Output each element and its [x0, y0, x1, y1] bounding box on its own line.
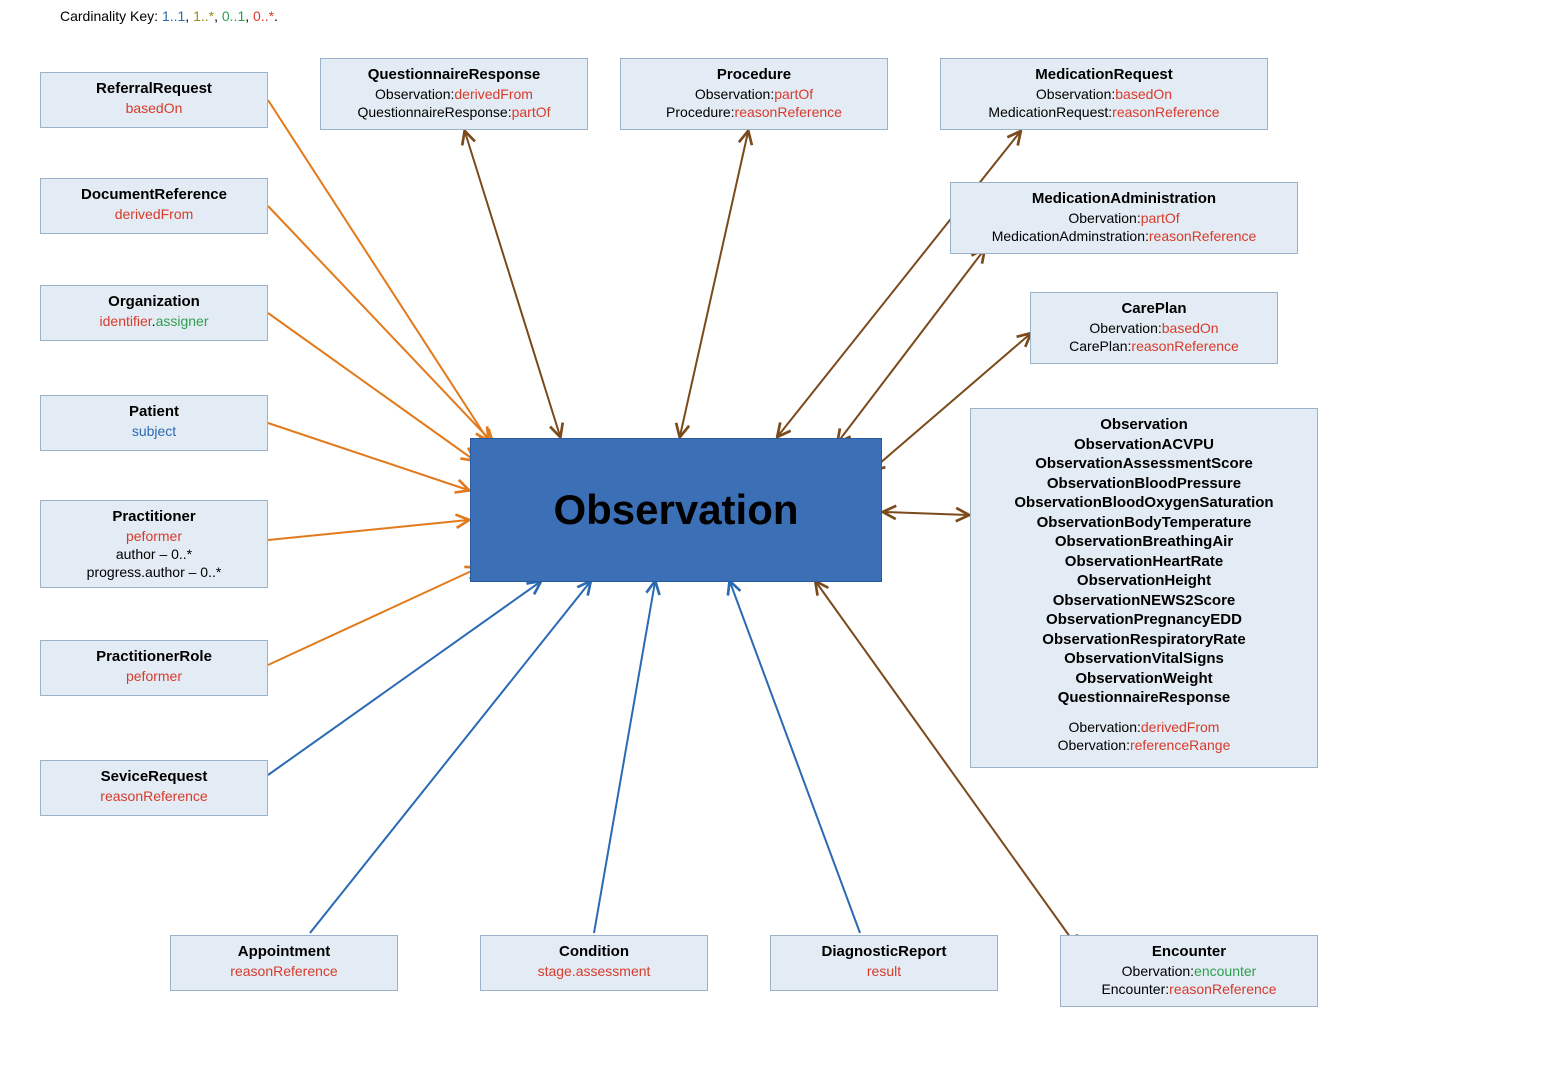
edge-org — [268, 313, 474, 460]
node-patient: Patientsubject — [40, 395, 268, 451]
node-line: Observation:basedOn — [951, 85, 1257, 103]
node-svcreq: SeviceRequestreasonReference — [40, 760, 268, 816]
edge-referral — [268, 100, 488, 440]
node-bold-line: ObservationRespiratoryRate — [981, 630, 1307, 650]
node-line: stage.assessment — [491, 962, 697, 980]
node-title: Observation — [981, 415, 1307, 435]
edge-medreq — [778, 132, 1020, 436]
node-line: Obervation:referenceRange — [981, 736, 1307, 754]
node-title: Encounter — [1071, 942, 1307, 962]
node-org: Organizationidentifier.assigner — [40, 285, 268, 341]
node-line: reasonReference — [51, 787, 257, 805]
edge-qresp — [465, 132, 560, 436]
node-line: MedicationAdminstration:reasonReference — [961, 227, 1287, 245]
node-line: result — [781, 962, 987, 980]
node-title: DiagnosticReport — [781, 942, 987, 962]
node-line: basedOn — [51, 99, 257, 117]
node-title: Patient — [51, 402, 257, 422]
node-line: reasonReference — [181, 962, 387, 980]
node-line: QuestionnaireResponse:partOf — [331, 103, 577, 121]
node-title: MedicationAdministration — [961, 189, 1287, 209]
node-bold-line: ObservationBreathingAir — [981, 532, 1307, 552]
node-bold-line: ObservationACVPU — [981, 435, 1307, 455]
edge-proc — [680, 132, 748, 436]
node-line: CarePlan:reasonReference — [1041, 337, 1267, 355]
node-line: Encounter:reasonReference — [1071, 980, 1307, 998]
edge-diag — [730, 582, 860, 933]
node-title: Procedure — [631, 65, 877, 85]
node-bold-line: ObservationBloodOxygenSaturation — [981, 493, 1307, 513]
cardinality-key: Cardinality Key: 1..1, 1..*, 0..1, 0..*. — [60, 8, 278, 24]
center-node-observation: Observation — [470, 438, 882, 582]
node-bold-line: ObservationNEWS2Score — [981, 591, 1307, 611]
node-title: PractitionerRole — [51, 647, 257, 667]
key-0-1: 0..1 — [222, 8, 245, 24]
node-qresp: QuestionnaireResponseObservation:derived… — [320, 58, 588, 130]
node-title: SeviceRequest — [51, 767, 257, 787]
node-line: Obervation:derivedFrom — [981, 718, 1307, 736]
center-title: Observation — [553, 486, 798, 534]
node-careplan: CarePlanObervation:basedOnCarePlan:reaso… — [1030, 292, 1278, 364]
edge-pracrole — [268, 568, 478, 665]
node-line: subject — [51, 422, 257, 440]
edge-obslist — [884, 512, 968, 515]
node-cond: Conditionstage.assessment — [480, 935, 708, 991]
node-bold-line: ObservationBodyTemperature — [981, 513, 1307, 533]
edge-practitioner — [268, 520, 468, 540]
edge-svcreq — [268, 582, 540, 775]
node-medadmin: MedicationAdministrationObervation:partO… — [950, 182, 1298, 254]
node-proc: ProcedureObservation:partOfProcedure:rea… — [620, 58, 888, 130]
edge-patient — [268, 423, 468, 490]
node-bold-line: ObservationHeartRate — [981, 552, 1307, 572]
edge-appt — [310, 582, 590, 933]
node-title: DocumentReference — [51, 185, 257, 205]
key-1-1: 1..1 — [162, 8, 185, 24]
node-line: Observation:partOf — [631, 85, 877, 103]
node-bold-line: QuestionnaireResponse — [981, 688, 1307, 708]
node-title: Organization — [51, 292, 257, 312]
node-diag: DiagnosticReportresult — [770, 935, 998, 991]
node-bold-line: ObservationBloodPressure — [981, 474, 1307, 494]
node-bold-line: ObservationHeight — [981, 571, 1307, 591]
node-title: QuestionnaireResponse — [331, 65, 577, 85]
node-bold-line: ObservationPregnancyEDD — [981, 610, 1307, 630]
node-docref: DocumentReferencederivedFrom — [40, 178, 268, 234]
node-medreq: MedicationRequestObservation:basedOnMedi… — [940, 58, 1268, 130]
node-line: Obervation:basedOn — [1041, 319, 1267, 337]
node-line: progress.author – 0..* — [51, 563, 257, 581]
node-line: peformer — [51, 527, 257, 545]
node-title: Practitioner — [51, 507, 257, 527]
node-title: Condition — [491, 942, 697, 962]
node-title: Appointment — [181, 942, 387, 962]
node-obslist: ObservationObservationACVPUObservationAs… — [970, 408, 1318, 768]
key-label: Cardinality Key: — [60, 8, 158, 24]
node-line: Observation:derivedFrom — [331, 85, 577, 103]
node-line: identifier.assigner — [51, 312, 257, 330]
node-referral: ReferralRequestbasedOn — [40, 72, 268, 128]
key-1-star: 1..* — [193, 8, 214, 24]
node-line: MedicationRequest:reasonReference — [951, 103, 1257, 121]
node-encounter: EncounterObervation:encounterEncounter:r… — [1060, 935, 1318, 1007]
node-line: derivedFrom — [51, 205, 257, 223]
edge-medadmin — [838, 250, 984, 442]
node-title: CarePlan — [1041, 299, 1267, 319]
node-title: MedicationRequest — [951, 65, 1257, 85]
node-pracrole: PractitionerRolepeformer — [40, 640, 268, 696]
node-line: Obervation:encounter — [1071, 962, 1307, 980]
node-title: ReferralRequest — [51, 79, 257, 99]
key-0-star: 0..* — [253, 8, 274, 24]
node-line: Obervation:partOf — [961, 209, 1287, 227]
node-line: Procedure:reasonReference — [631, 103, 877, 121]
edge-docref — [268, 206, 492, 442]
node-bold-line: ObservationVitalSigns — [981, 649, 1307, 669]
node-line: author – 0..* — [51, 545, 257, 563]
node-bold-line: ObservationWeight — [981, 669, 1307, 689]
edge-cond — [594, 582, 655, 933]
node-line: peformer — [51, 667, 257, 685]
node-bold-line: ObservationAssessmentScore — [981, 454, 1307, 474]
node-practitioner: Practitionerpeformerauthor – 0..*progres… — [40, 500, 268, 588]
node-appt: AppointmentreasonReference — [170, 935, 398, 991]
